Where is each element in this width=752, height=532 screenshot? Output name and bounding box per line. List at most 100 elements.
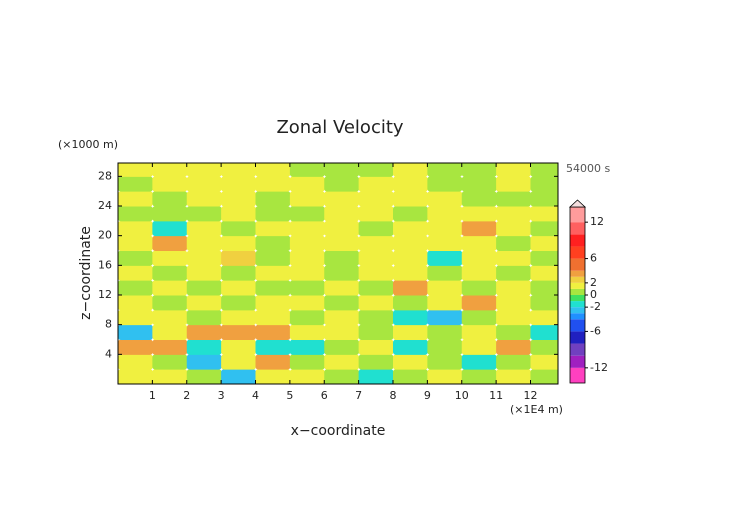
field-cell bbox=[221, 235, 256, 252]
x-tick-label: 2 bbox=[183, 389, 190, 402]
field-cell bbox=[530, 235, 558, 252]
field-cell bbox=[118, 206, 153, 222]
field-cell bbox=[152, 339, 188, 355]
field-cell bbox=[152, 354, 188, 370]
field-cell bbox=[152, 206, 188, 222]
field-cell bbox=[186, 339, 222, 355]
field-cell bbox=[118, 163, 153, 177]
field-cell bbox=[427, 176, 463, 192]
colorbar-segment bbox=[570, 234, 585, 247]
field-cell bbox=[530, 250, 558, 266]
field-cell bbox=[393, 324, 428, 341]
field-cell bbox=[461, 354, 497, 370]
field bbox=[118, 163, 558, 384]
x-tick-label: 4 bbox=[252, 389, 259, 402]
plot-frame bbox=[117, 162, 559, 385]
field-cell bbox=[118, 309, 153, 326]
field-cell bbox=[255, 295, 291, 311]
field-cell bbox=[530, 191, 558, 207]
x-tick-label: 9 bbox=[424, 389, 431, 402]
field-cell bbox=[496, 324, 531, 341]
field-cell bbox=[255, 235, 291, 252]
field-cell bbox=[461, 324, 497, 341]
field-cell bbox=[461, 265, 497, 281]
x-tick-label: 12 bbox=[524, 389, 538, 402]
colorbar-segment bbox=[570, 222, 585, 235]
field-cell bbox=[427, 220, 463, 237]
field-cell bbox=[393, 265, 428, 281]
field-cell bbox=[289, 280, 325, 296]
field-cell bbox=[255, 339, 291, 355]
colorbar-tick-label: -2 bbox=[590, 300, 601, 313]
field-cell bbox=[118, 176, 153, 192]
field-cell bbox=[152, 250, 188, 266]
field-cell bbox=[324, 339, 360, 355]
field-cell bbox=[358, 369, 394, 384]
colorbar-tick-label: 2 bbox=[590, 276, 597, 289]
field-cell bbox=[289, 191, 325, 207]
field-cell bbox=[427, 295, 463, 311]
field-cell bbox=[461, 295, 497, 311]
field-cell bbox=[427, 163, 463, 177]
field-cell bbox=[461, 369, 497, 384]
field-cell bbox=[186, 295, 222, 311]
y-tick-label: 20 bbox=[98, 229, 112, 242]
field-cell bbox=[118, 339, 153, 355]
field-cell bbox=[427, 191, 463, 207]
field-cell bbox=[324, 354, 360, 370]
field-cell bbox=[461, 220, 497, 237]
field-cell bbox=[530, 176, 558, 192]
field-cell bbox=[118, 295, 153, 311]
field-cell bbox=[152, 295, 188, 311]
field-cell bbox=[186, 176, 222, 192]
colorbar-tick-label: -6 bbox=[590, 324, 601, 337]
field-cell bbox=[152, 280, 188, 296]
x-tick-label: 10 bbox=[455, 389, 469, 402]
colorbar-segment bbox=[570, 331, 585, 344]
field-cell bbox=[255, 354, 291, 370]
colorbar-segment bbox=[570, 258, 585, 271]
field-cell bbox=[358, 176, 394, 192]
field-cell bbox=[152, 191, 188, 207]
field-cell bbox=[358, 163, 394, 177]
field-cell bbox=[393, 176, 428, 192]
field-cell bbox=[358, 235, 394, 252]
field-cell bbox=[496, 250, 531, 266]
y-tick-label: 4 bbox=[105, 347, 112, 360]
colorbar-segment bbox=[570, 276, 585, 283]
field-cell bbox=[461, 191, 497, 207]
field-cell bbox=[496, 354, 531, 370]
field-cell bbox=[358, 324, 394, 341]
field-cell bbox=[358, 191, 394, 207]
field-cell bbox=[530, 295, 558, 311]
field-cell bbox=[186, 324, 222, 341]
field-cell bbox=[496, 339, 531, 355]
field-cell bbox=[186, 191, 222, 207]
field-cell bbox=[289, 176, 325, 192]
field-cell bbox=[393, 369, 428, 384]
x-unit-label: (×1E4 m) bbox=[510, 403, 563, 416]
field-cell bbox=[152, 324, 188, 341]
field-cell bbox=[221, 206, 256, 222]
field-cell bbox=[118, 250, 153, 266]
field-cell bbox=[289, 206, 325, 222]
field-cell bbox=[393, 280, 428, 296]
field-cell bbox=[496, 220, 531, 237]
field-cell bbox=[358, 250, 394, 266]
field-cell bbox=[186, 250, 222, 266]
field-cell bbox=[496, 176, 531, 192]
field-cell bbox=[427, 339, 463, 355]
field-cell bbox=[496, 295, 531, 311]
field-cell bbox=[118, 354, 153, 370]
field-cell bbox=[255, 280, 291, 296]
field-cell bbox=[324, 206, 360, 222]
field-cell bbox=[289, 295, 325, 311]
field-cell bbox=[152, 176, 188, 192]
field-cell bbox=[427, 309, 463, 326]
field-cell bbox=[118, 369, 153, 384]
field-cell bbox=[530, 369, 558, 384]
field-cell bbox=[152, 163, 188, 177]
field-cell bbox=[118, 324, 153, 341]
colorbar-tick-label: -12 bbox=[590, 361, 608, 374]
field-cell bbox=[289, 339, 325, 355]
